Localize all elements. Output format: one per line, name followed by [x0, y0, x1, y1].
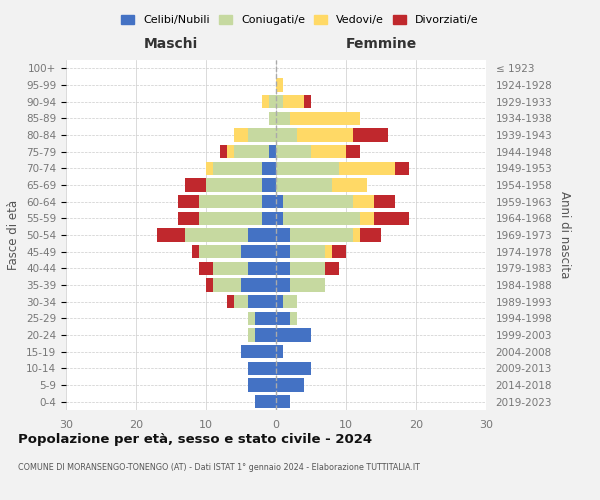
- Bar: [213, 278, 241, 291]
- Bar: [276, 312, 290, 325]
- Text: COMUNE DI MORANSENGO-TONENGO (AT) - Dati ISTAT 1° gennaio 2024 - Elaborazione TU: COMUNE DI MORANSENGO-TONENGO (AT) - Dati…: [18, 462, 420, 471]
- Bar: [262, 178, 276, 192]
- Bar: [304, 95, 311, 108]
- Bar: [241, 278, 276, 291]
- Bar: [353, 195, 374, 208]
- Bar: [213, 262, 248, 275]
- Bar: [199, 212, 262, 225]
- Bar: [290, 245, 325, 258]
- Bar: [290, 112, 360, 125]
- Bar: [227, 145, 234, 158]
- Bar: [206, 278, 213, 291]
- Bar: [346, 145, 360, 158]
- Bar: [199, 195, 262, 208]
- Bar: [276, 95, 283, 108]
- Bar: [360, 228, 381, 241]
- Bar: [339, 162, 395, 175]
- Bar: [276, 162, 339, 175]
- Bar: [227, 295, 234, 308]
- Legend: Celibi/Nubili, Coniugati/e, Vedovi/e, Divorziati/e: Celibi/Nubili, Coniugati/e, Vedovi/e, Di…: [117, 10, 483, 29]
- Bar: [395, 162, 409, 175]
- Bar: [276, 195, 283, 208]
- Bar: [262, 95, 269, 108]
- Bar: [213, 162, 262, 175]
- Bar: [276, 362, 311, 375]
- Bar: [290, 278, 325, 291]
- Bar: [269, 112, 276, 125]
- Bar: [290, 262, 325, 275]
- Bar: [276, 145, 311, 158]
- Bar: [199, 262, 213, 275]
- Bar: [325, 245, 332, 258]
- Bar: [276, 278, 290, 291]
- Bar: [248, 295, 276, 308]
- Bar: [290, 312, 297, 325]
- Bar: [353, 128, 388, 141]
- Bar: [234, 145, 269, 158]
- Bar: [206, 178, 262, 192]
- Bar: [276, 245, 290, 258]
- Bar: [206, 162, 213, 175]
- Bar: [374, 212, 409, 225]
- Bar: [276, 295, 283, 308]
- Bar: [178, 195, 199, 208]
- Bar: [248, 228, 276, 241]
- Bar: [262, 212, 276, 225]
- Bar: [276, 345, 283, 358]
- Bar: [276, 178, 332, 192]
- Text: Popolazione per età, sesso e stato civile - 2024: Popolazione per età, sesso e stato civil…: [18, 432, 372, 446]
- Bar: [290, 228, 353, 241]
- Bar: [199, 245, 241, 258]
- Bar: [220, 145, 227, 158]
- Bar: [262, 195, 276, 208]
- Bar: [248, 378, 276, 392]
- Y-axis label: Anni di nascita: Anni di nascita: [558, 192, 571, 278]
- Bar: [276, 228, 290, 241]
- Bar: [255, 312, 276, 325]
- Bar: [276, 128, 297, 141]
- Bar: [276, 328, 311, 342]
- Bar: [276, 212, 283, 225]
- Bar: [248, 362, 276, 375]
- Bar: [276, 78, 283, 92]
- Bar: [374, 195, 395, 208]
- Bar: [297, 128, 353, 141]
- Bar: [332, 178, 367, 192]
- Bar: [283, 95, 304, 108]
- Bar: [178, 212, 199, 225]
- Bar: [241, 345, 276, 358]
- Bar: [276, 395, 290, 408]
- Bar: [269, 145, 276, 158]
- Bar: [283, 212, 360, 225]
- Text: Maschi: Maschi: [144, 37, 198, 51]
- Bar: [325, 262, 339, 275]
- Bar: [276, 112, 290, 125]
- Bar: [311, 145, 346, 158]
- Bar: [248, 328, 255, 342]
- Bar: [360, 212, 374, 225]
- Bar: [276, 378, 304, 392]
- Bar: [262, 162, 276, 175]
- Bar: [276, 262, 290, 275]
- Bar: [248, 262, 276, 275]
- Bar: [283, 195, 353, 208]
- Bar: [234, 128, 248, 141]
- Bar: [248, 312, 255, 325]
- Bar: [157, 228, 185, 241]
- Y-axis label: Fasce di età: Fasce di età: [7, 200, 20, 270]
- Bar: [248, 128, 276, 141]
- Bar: [283, 295, 297, 308]
- Bar: [255, 395, 276, 408]
- Bar: [192, 245, 199, 258]
- Text: Femmine: Femmine: [346, 37, 416, 51]
- Bar: [234, 295, 248, 308]
- Bar: [185, 228, 248, 241]
- Bar: [185, 178, 206, 192]
- Bar: [269, 95, 276, 108]
- Bar: [241, 245, 276, 258]
- Bar: [255, 328, 276, 342]
- Bar: [353, 228, 360, 241]
- Bar: [332, 245, 346, 258]
